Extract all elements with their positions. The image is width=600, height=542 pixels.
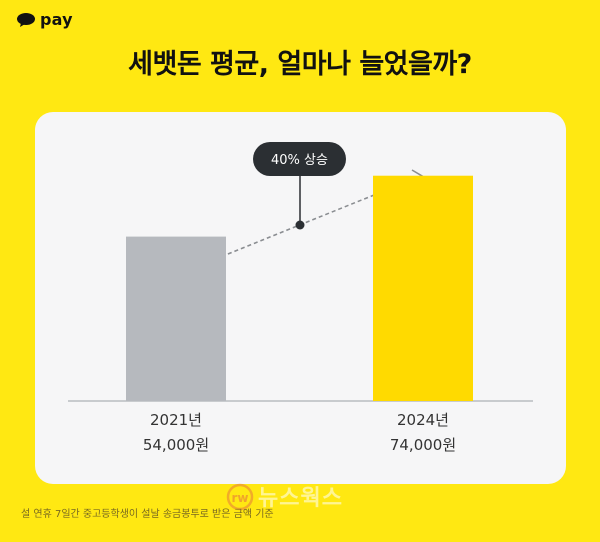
category-label-1: 2024년 [397,411,449,429]
bar-chart: 40% 상승 2021년 54,000원 2024년 74,000원 [68,142,533,454]
kakaopay-logo: pay [16,10,73,29]
annotation-dot [295,220,305,230]
logo-text: pay [40,10,73,29]
bar-0 [126,236,226,401]
annotation-label: 40% 상승 [271,153,328,168]
svg-text:rw: rw [231,491,248,505]
chart-card: 40% 상승 2021년 54,000원 2024년 74,000원 [35,112,566,484]
speech-bubble-icon [17,12,35,27]
value-label-0: 54,000원 [143,436,209,454]
category-label-0: 2021년 [150,411,202,429]
page-title: 세뱃돈 평균, 얼마나 늘었을까? [128,49,472,80]
watermark-logo-icon: rw [226,483,254,511]
bar-1 [373,175,473,401]
value-label-1: 74,000원 [390,436,456,454]
footnote: 설 연휴 7일간 중고등학생이 설날 송금봉투로 받은 금액 기준 [21,509,274,520]
annotation-pill [253,142,346,176]
watermark: 뉴스웍스 [258,486,343,511]
